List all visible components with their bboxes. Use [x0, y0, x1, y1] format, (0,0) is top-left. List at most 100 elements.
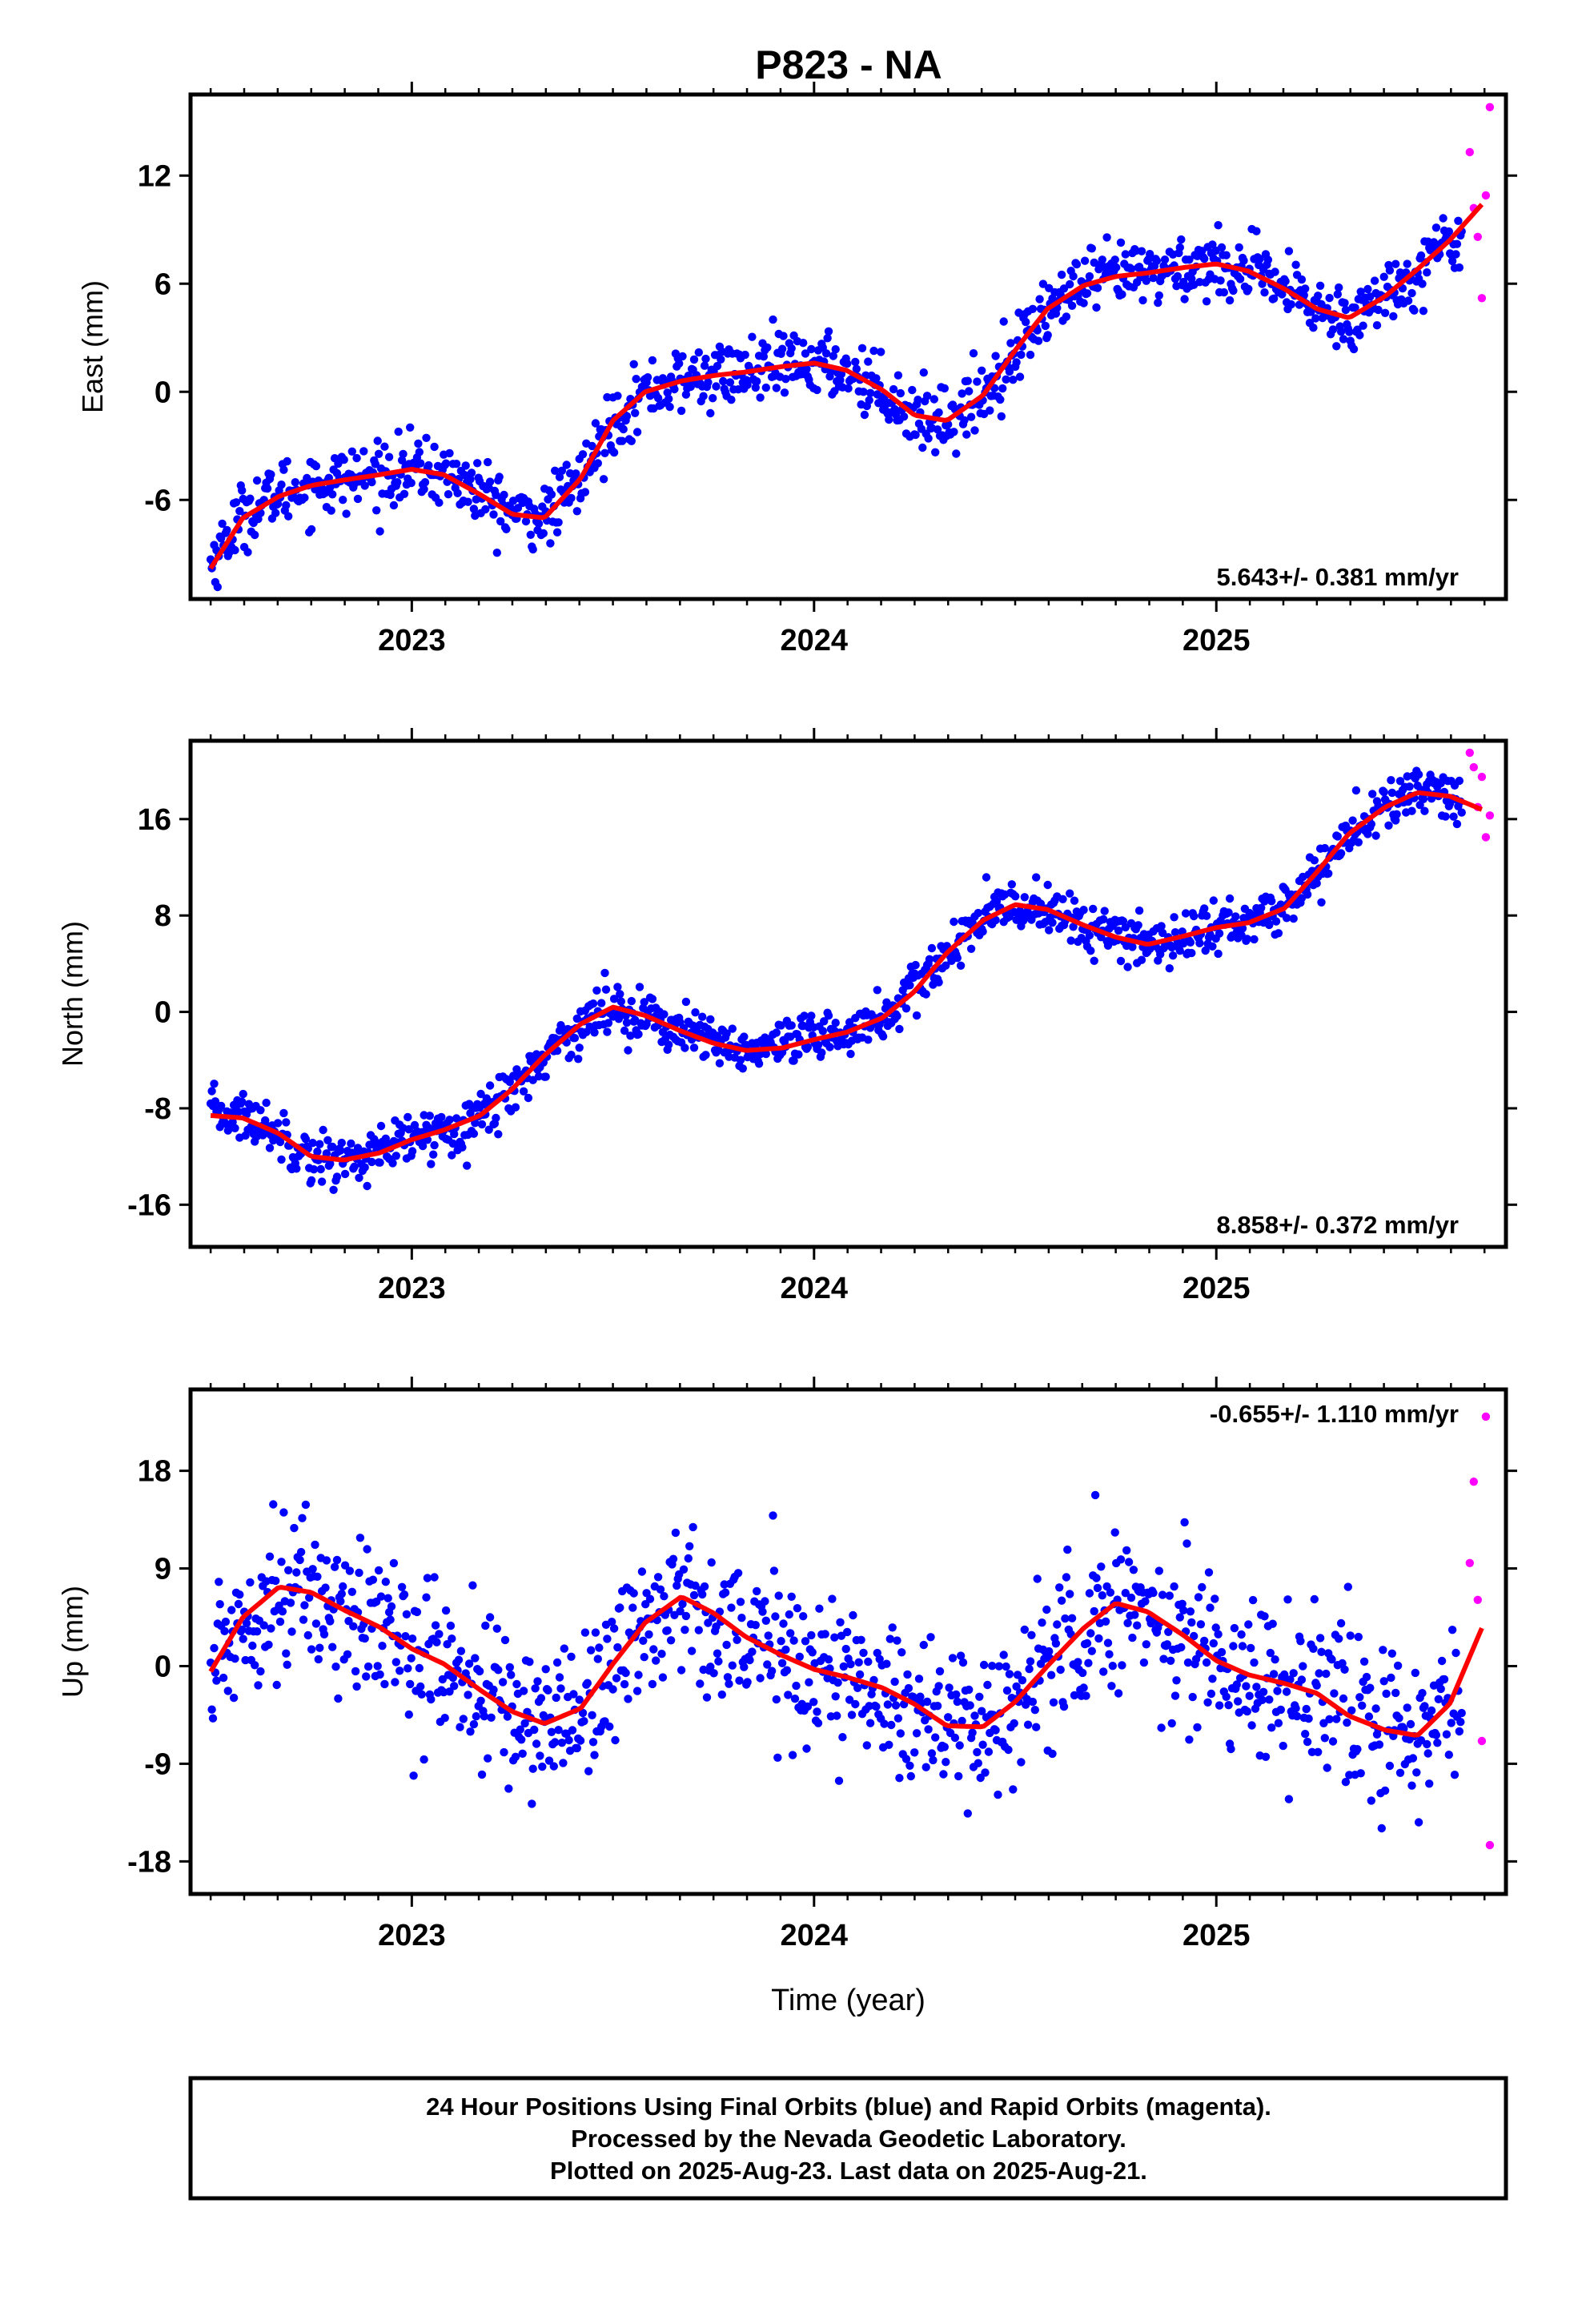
up-final-point — [1314, 1747, 1323, 1756]
east-final-point — [1255, 255, 1264, 263]
up-final-point — [843, 1627, 852, 1637]
north-final-point — [934, 978, 943, 987]
up-final-point — [564, 1735, 573, 1745]
north-final-point — [217, 1101, 226, 1111]
north-final-point — [1310, 856, 1319, 865]
up-final-point — [1183, 1658, 1193, 1667]
north-final-point — [1170, 928, 1180, 937]
east-final-point — [420, 478, 430, 487]
north-final-point — [1100, 907, 1109, 915]
east-final-point — [1416, 251, 1426, 260]
east-final-point — [1137, 247, 1146, 255]
east-panel: -6 0 6 12 2023 2024 2025 East (mm) 5.643+/- 0.38… — [76, 82, 1517, 657]
north-final-point — [1058, 895, 1067, 904]
up-final-point — [264, 1640, 273, 1649]
north-final-point — [864, 1035, 873, 1044]
up-final-point — [475, 1667, 484, 1676]
north-final-point — [292, 1164, 301, 1173]
east-final-point — [1278, 290, 1287, 299]
north-final-point — [575, 1043, 584, 1052]
north-final-point — [363, 1181, 371, 1191]
north-final-point — [484, 1125, 493, 1134]
east-rapid-point — [1477, 294, 1487, 303]
north-final-point — [893, 1011, 901, 1021]
north-ytick-label: 16 — [138, 803, 171, 837]
up-final-point — [362, 1672, 371, 1681]
up-final-point — [608, 1618, 616, 1626]
east-final-point — [407, 478, 416, 488]
north-final-point — [1215, 929, 1224, 938]
up-final-point — [1224, 1701, 1233, 1710]
east-final-point — [1043, 331, 1052, 340]
north-final-point — [1099, 915, 1108, 924]
east-final-point — [551, 466, 560, 475]
up-final-point — [319, 1630, 329, 1639]
up-final-point — [801, 1637, 810, 1646]
up-final-point — [1395, 1768, 1405, 1777]
up-final-point — [653, 1573, 663, 1582]
east-final-point — [380, 442, 389, 451]
up-final-point — [912, 1729, 921, 1738]
east-final-point — [1225, 296, 1235, 305]
up-final-point — [1084, 1659, 1093, 1667]
north-final-point — [992, 897, 1002, 906]
up-final-point — [1242, 1682, 1251, 1691]
east-final-point — [622, 412, 632, 420]
east-final-point — [1359, 321, 1367, 330]
up-final-point — [489, 1685, 498, 1695]
north-final-point — [282, 1118, 291, 1127]
up-final-point — [802, 1744, 811, 1753]
up-final-point — [663, 1626, 672, 1635]
north-final-point — [273, 1119, 283, 1128]
up-final-point — [1204, 1568, 1214, 1577]
east-final-point — [1379, 272, 1388, 281]
up-final-point — [500, 1635, 510, 1645]
up-final-point — [1141, 1597, 1150, 1606]
up-final-point — [1079, 1683, 1088, 1692]
north-final-point — [905, 981, 914, 990]
up-final-point — [895, 1774, 904, 1783]
east-final-point — [223, 525, 231, 535]
east-final-point — [359, 447, 368, 456]
east-final-point — [321, 489, 330, 497]
east-final-point — [1180, 295, 1189, 304]
east-final-point — [908, 385, 917, 395]
up-final-point — [845, 1695, 854, 1704]
up-final-point — [221, 1617, 231, 1626]
east-final-point — [282, 501, 291, 510]
up-final-point — [363, 1662, 373, 1671]
up-final-point — [785, 1610, 793, 1619]
up-final-point — [1158, 1590, 1167, 1599]
east-final-point — [821, 349, 831, 358]
east-final-point — [1079, 299, 1088, 308]
east-final-point — [1059, 284, 1069, 293]
up-final-point — [1245, 1691, 1254, 1700]
east-final-point — [1173, 271, 1182, 281]
up-final-point — [828, 1594, 837, 1603]
up-final-point — [684, 1554, 693, 1563]
north-final-point — [1420, 806, 1429, 815]
up-final-point — [1149, 1588, 1158, 1598]
up-final-point — [922, 1697, 932, 1707]
east-final-point — [217, 534, 226, 543]
east-final-point — [252, 476, 262, 485]
north-final-point — [800, 1011, 809, 1020]
east-final-point — [807, 344, 816, 354]
up-final-point — [215, 1600, 224, 1609]
up-final-point — [1450, 1771, 1460, 1779]
up-final-point — [1074, 1658, 1082, 1667]
up-final-point — [1004, 1745, 1013, 1755]
up-final-point — [764, 1631, 773, 1640]
up-final-point — [1164, 1627, 1173, 1637]
up-final-point — [530, 1725, 539, 1735]
north-final-point — [1363, 830, 1372, 838]
up-final-point — [1045, 1647, 1054, 1656]
up-final-point — [1320, 1734, 1330, 1743]
east-final-point — [311, 461, 321, 471]
north-final-point — [1085, 931, 1094, 940]
up-final-point — [374, 1566, 383, 1575]
north-final-point — [541, 1072, 550, 1081]
up-final-point — [735, 1676, 744, 1685]
east-final-point — [492, 490, 500, 500]
